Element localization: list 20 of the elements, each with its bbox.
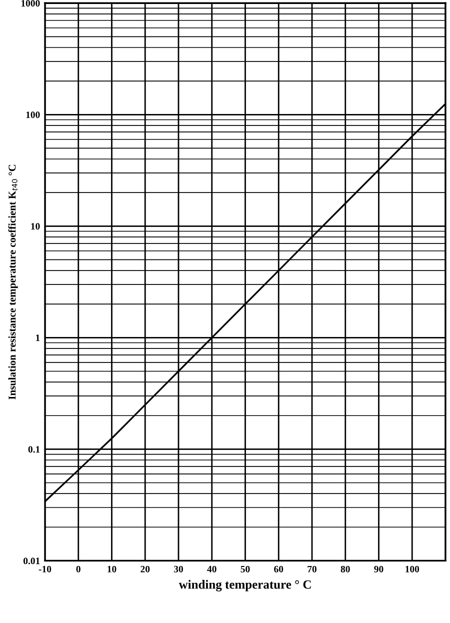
- x-tick-label: 20: [140, 566, 150, 572]
- x-tick-label: 90: [374, 566, 384, 572]
- y-tick-label: 100: [26, 112, 40, 118]
- x-tick-label: 100: [406, 566, 420, 572]
- x-axis-title: winding temperature ° C: [178, 580, 311, 592]
- x-tick-label: 60: [274, 566, 284, 572]
- x-tick-label: 80: [340, 566, 350, 572]
- x-tick-label: -10: [38, 566, 52, 572]
- x-tick-label: 10: [108, 566, 116, 572]
- y-tick-label: 0.01: [23, 558, 40, 564]
- y-tick-label: 10: [31, 223, 40, 230]
- x-tick-label: 0: [76, 566, 80, 572]
- x-tick-label: 30: [174, 566, 183, 572]
- x-tick-label: 40: [207, 566, 216, 572]
- y-axis-title: Insulation resistance temperature coefficient K$_{t40}$ °C: [8, 164, 18, 400]
- y-tick-label: 1: [36, 334, 40, 342]
- y-tick-label: 1000: [21, 0, 40, 7]
- x-tick-label: 50: [240, 566, 250, 572]
- x-tick-label: 70: [308, 566, 316, 572]
- y-tick-label: 0.1: [28, 446, 40, 453]
